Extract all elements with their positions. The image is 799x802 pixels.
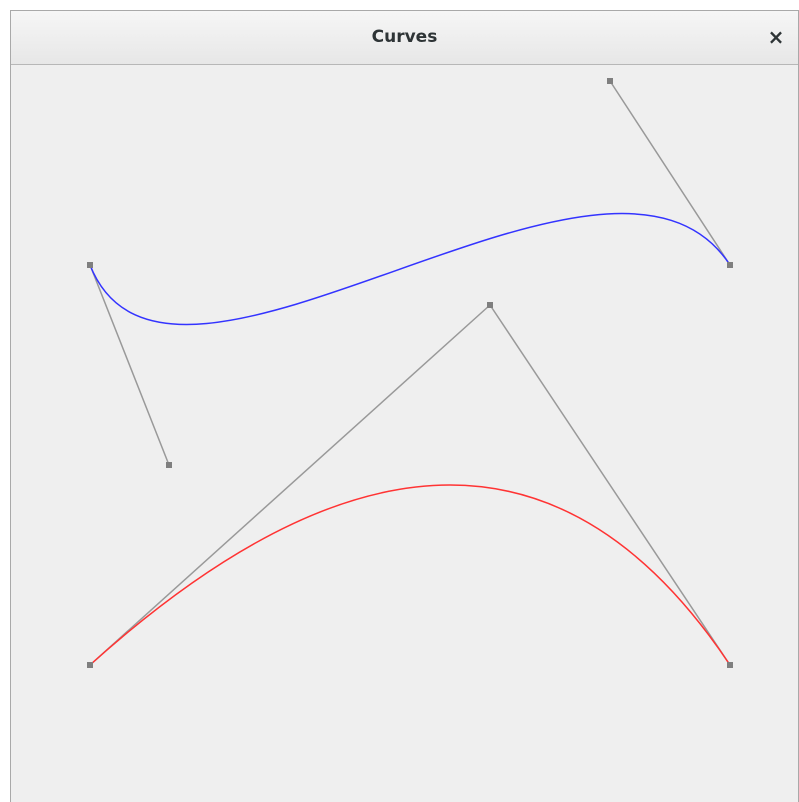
title-bar[interactable]: Curves × <box>11 11 798 65</box>
quadratic-start-handle[interactable] <box>87 662 93 668</box>
quadratic-end-handle[interactable] <box>727 662 733 668</box>
quadratic-bezier-curve <box>89 484 731 666</box>
quadratic-control-handle[interactable] <box>487 302 493 308</box>
cubic-start-handle[interactable] <box>87 262 93 268</box>
curves-window: Curves × <box>10 10 799 802</box>
cubic-bezier-curve <box>89 212 731 326</box>
cubic-end-handle[interactable] <box>727 262 733 268</box>
cubic-start-control-handle[interactable] <box>166 462 172 468</box>
cubic-end-control-line <box>609 80 731 266</box>
window-title: Curves <box>371 27 438 47</box>
quadratic-left-control-line <box>89 304 491 666</box>
cubic-start-control-line <box>89 264 170 466</box>
close-icon: × <box>767 25 785 49</box>
quadratic-right-control-line <box>489 304 731 666</box>
curves-drawing <box>87 78 733 668</box>
drawing-canvas[interactable] <box>11 65 798 802</box>
cubic-end-control-handle[interactable] <box>607 78 613 84</box>
close-button[interactable]: × <box>760 21 792 53</box>
